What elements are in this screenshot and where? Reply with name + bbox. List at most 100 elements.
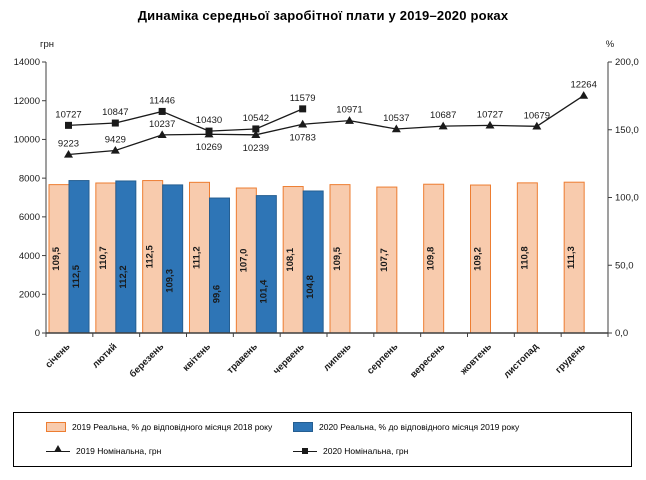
month-label: березень <box>128 341 167 380</box>
square-marker-icon <box>299 105 307 113</box>
line-value-label: 10727 <box>477 109 503 120</box>
month-label: жовтень <box>458 341 495 378</box>
legend-item-2020-nominal: 2020 Номінальна, грн <box>293 446 408 456</box>
bar-swatch-orange-icon <box>46 422 66 432</box>
line-value-label: 10783 <box>289 132 315 143</box>
legend-box: 2019 Реальна, % до відповідного місяця 2… <box>13 412 632 467</box>
left-axis-tick-label: 10000 <box>14 135 40 146</box>
triangle-marker-icon <box>485 120 495 129</box>
right-axis-unit-label: % <box>605 39 615 50</box>
month-label: лютий <box>90 341 119 370</box>
legend-label: 2020 Реальна, % до відповідного місяця 2… <box>319 422 520 432</box>
bar-2020-real <box>302 190 324 334</box>
line-2019-nominal <box>68 95 585 156</box>
legend-label: 2019 Реальна, % до відповідного місяця 2… <box>72 422 273 432</box>
bar-value-label: 112,5 <box>71 264 82 288</box>
bar-value-label: 112,2 <box>118 265 129 288</box>
legend-item-2020-real: 2020 Реальна, % до відповідного місяця 2… <box>293 422 519 432</box>
triangle-marker-icon <box>391 124 401 133</box>
left-axis-tick-label: 2000 <box>19 289 40 300</box>
month-label: червень <box>271 341 307 377</box>
triangle-marker-icon <box>298 119 308 128</box>
bar-2020-real <box>68 180 90 334</box>
bar-value-label: 110,8 <box>519 246 530 269</box>
line-value-label: 10847 <box>102 107 128 118</box>
legend-label: 2020 Номінальна, грн <box>323 446 409 456</box>
bar-2020-real <box>115 180 137 334</box>
bar-value-label: 110,7 <box>98 246 109 269</box>
month-label: січень <box>43 341 72 370</box>
line-value-label: 10542 <box>243 113 269 124</box>
line-value-label: 11579 <box>290 93 316 104</box>
right-axis-tick-label: 0,0 <box>615 328 628 339</box>
month-label: листопад <box>502 341 541 380</box>
triangle-marker-icon <box>110 145 120 154</box>
left-axis-tick-label: 14000 <box>14 57 40 68</box>
bar-value-label: 109,3 <box>165 269 176 293</box>
triangle-marker-icon <box>532 121 542 130</box>
square-marker-icon <box>65 121 72 129</box>
bar-2020-real <box>162 184 184 334</box>
bar-value-label: 109,2 <box>473 247 484 271</box>
line-value-label: 10687 <box>430 110 456 121</box>
bar-swatch-blue-icon <box>293 422 313 432</box>
line-value-label: 9429 <box>105 134 126 145</box>
square-marker-icon <box>111 119 119 127</box>
triangle-marker-icon <box>345 116 354 124</box>
triangle-marker-icon <box>64 149 73 158</box>
right-axis-tick-label: 150,0 <box>615 125 639 136</box>
line-value-label: 9223 <box>58 138 79 149</box>
month-label: серпень <box>365 341 400 376</box>
legend-item-2019-nominal: 2019 Номінальна, грн <box>46 444 162 456</box>
left-axis-unit-label: грн <box>40 39 54 50</box>
square-marker-icon <box>205 127 213 135</box>
right-axis-tick-label: 200,0 <box>615 57 639 68</box>
triangle-marker-icon <box>579 91 589 99</box>
bar-2020-real <box>209 197 230 334</box>
bar-2020-real <box>255 195 277 334</box>
bar-value-label: 104,8 <box>305 275 316 299</box>
triangle-marker-icon <box>157 130 167 139</box>
left-axis-tick-label: 8000 <box>19 173 40 184</box>
bar-value-label: 107,0 <box>238 249 249 273</box>
line-triangle-marker-icon <box>46 444 70 452</box>
bar-value-label: 111,3 <box>566 246 577 269</box>
chart-title: Динаміка середньої заробітної плати у 20… <box>137 8 509 23</box>
right-axis-tick-label: 50,0 <box>615 260 634 271</box>
bar-value-label: 111,2 <box>192 246 203 269</box>
month-label: квітень <box>181 341 213 373</box>
line-value-label: 10727 <box>55 109 81 120</box>
triangle-marker-icon <box>251 130 261 139</box>
bar-value-label: 109,5 <box>51 246 62 270</box>
square-marker-icon <box>158 107 166 115</box>
plot-area: 109,5 110,7 112,5 111,2 107,0 108,1 109,5 107,7… <box>14 57 639 380</box>
month-label: липень <box>321 341 353 373</box>
line-value-label: 11446 <box>149 95 175 106</box>
triangle-marker-icon <box>438 121 448 130</box>
left-axis-tick-label: 6000 <box>19 212 40 223</box>
line-value-label: 12264 <box>570 80 596 91</box>
bar-value-label: 99,6 <box>212 285 223 304</box>
left-axis-tick-label: 12000 <box>14 96 40 107</box>
bar-value-label: 109,5 <box>332 246 343 270</box>
left-axis-tick-label: 4000 <box>19 251 40 262</box>
line-square-marker-icon <box>293 447 317 454</box>
left-axis-tick-label: 0 <box>35 328 40 339</box>
month-label: травень <box>225 341 260 376</box>
bar-value-label: 107,7 <box>379 248 390 272</box>
line-value-label: 10537 <box>383 113 409 124</box>
bar-value-label: 112,5 <box>145 244 156 268</box>
month-label: грудень <box>553 341 587 375</box>
square-marker-icon <box>252 125 260 133</box>
line-value-label: 10679 <box>524 110 550 121</box>
line-value-label: 10239 <box>243 143 269 154</box>
bar-value-label: 108,1 <box>285 247 296 271</box>
legend-label: 2019 Номінальна, грн <box>76 446 162 456</box>
line-value-label: 10237 <box>149 119 175 130</box>
line-value-label: 10430 <box>196 115 222 126</box>
line-value-label: 10971 <box>336 105 362 116</box>
bar-value-label: 109,8 <box>426 247 437 271</box>
legend-item-2019-real: 2019 Реальна, % до відповідного місяця 2… <box>46 422 272 432</box>
right-axis-tick-label: 100,0 <box>615 193 639 204</box>
